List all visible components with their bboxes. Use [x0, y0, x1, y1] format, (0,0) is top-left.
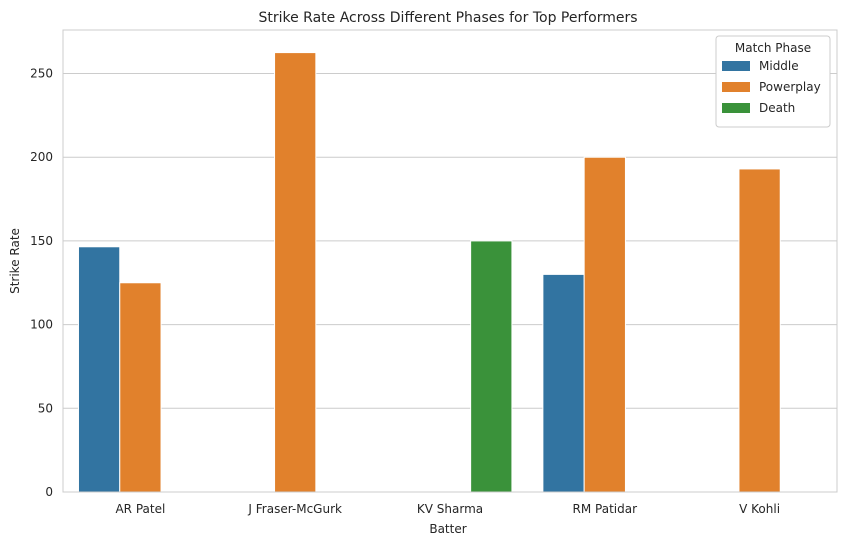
y-tick-label: 200 — [30, 150, 53, 164]
plot-frame — [62, 29, 838, 493]
legend-label: Death — [759, 101, 795, 115]
bar-middle — [542, 273, 585, 493]
legend-item-death: Death — [722, 101, 795, 115]
x-tick-label: J Fraser-McGurk — [247, 502, 342, 516]
legend-swatch — [722, 61, 750, 71]
grid-lines — [63, 73, 837, 493]
y-tick-label: 100 — [30, 318, 53, 332]
bar-death — [470, 240, 513, 493]
y-tick-label: 250 — [30, 67, 53, 81]
legend: Match Phase Middle Powerplay Death — [715, 35, 831, 128]
y-axis-ticks: 0 50 100 150 200 250 — [30, 67, 53, 499]
legend-swatch — [722, 82, 750, 92]
x-tick-label: RM Patidar — [573, 502, 638, 516]
y-axis-label: Strike Rate — [8, 228, 22, 294]
y-tick-label: 50 — [38, 401, 53, 415]
legend-title: Match Phase — [735, 41, 811, 55]
legend-swatch — [722, 103, 750, 113]
legend-item-middle: Middle — [722, 59, 799, 73]
y-tick-label: 0 — [45, 485, 53, 499]
bar-powerplay — [738, 168, 781, 493]
legend-item-powerplay: Powerplay — [722, 80, 821, 94]
legend-label: Powerplay — [759, 80, 821, 94]
bar-powerplay — [119, 282, 162, 493]
bar-powerplay — [583, 156, 626, 493]
bar-middle — [77, 246, 121, 493]
chart-title: Strike Rate Across Different Phases for … — [258, 10, 637, 26]
legend-items: Middle Powerplay Death — [722, 59, 821, 115]
bars — [77, 52, 781, 493]
y-tick-label: 150 — [30, 234, 53, 248]
x-tick-label: AR Patel — [115, 502, 165, 516]
x-axis-label: Batter — [429, 522, 466, 536]
x-axis-ticks: AR Patel J Fraser-McGurk KV Sharma RM Patid… — [115, 502, 780, 516]
legend-label: Middle — [759, 59, 799, 73]
x-tick-label: KV Sharma — [417, 502, 483, 516]
x-tick-label: V Kohli — [739, 502, 780, 516]
bar-powerplay — [274, 52, 317, 493]
